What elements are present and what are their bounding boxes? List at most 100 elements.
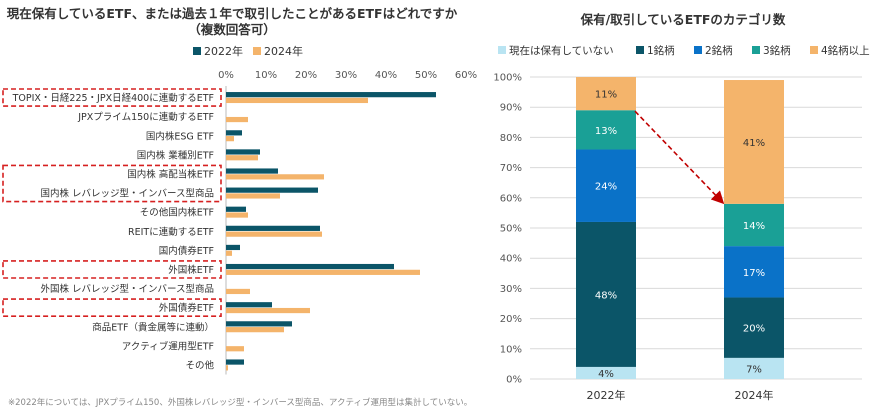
legend-swatch-4銘柄以上 [810,46,818,54]
bar-2022 [226,302,272,308]
x-tick-label: 40% [375,70,397,81]
category-label: アクティブ運用型ETF [122,340,214,352]
x-category-label: 2024年 [735,388,774,402]
bar-2024 [226,346,244,352]
highlight-box [2,260,222,279]
bar-2022 [226,321,292,327]
stacked-segment [724,246,784,298]
bar-2022 [226,359,244,365]
stacked-segment [724,357,784,379]
legend-swatch-1銘柄 [636,46,644,54]
bar-2024 [226,365,228,371]
left-chart-title: 現在保有しているETF、または過去１年で取引したことがあるETFはどれですか [7,6,458,21]
footnote: ※2022年については、JPXプライム150、外国株レバレッジ型・インバース型商… [8,398,473,408]
bar-2022 [226,168,278,174]
data-label: 11% [595,90,617,101]
bar-2022 [226,149,260,155]
bar-2024 [226,136,234,142]
data-label: 20% [743,324,765,335]
stacked-segment [576,77,636,111]
category-label: TOPIX・日経225・JPX日経400に連動するETF [12,92,214,104]
category-label: 国内株 レバレッジ型・インバース型商品 [40,188,214,200]
right-chart-title: 保有/取引しているETFのカテゴリ数 [580,12,786,27]
stacked-segment [576,149,636,222]
left-chart-subtitle: （複数回答可） [188,22,276,37]
bar-2022 [226,92,436,98]
x-tick-label: 60% [455,70,477,81]
legend-label-2022年: 2022年 [204,44,243,58]
bar-2022 [226,225,320,231]
category-label: 国内株 業種別ETF [137,149,214,161]
x-tick-label: 10% [255,70,277,81]
y-tick-label: 70% [500,163,522,174]
bar-2022 [226,187,318,193]
stacked-segment [724,297,784,358]
y-tick-label: 100% [493,73,522,84]
y-tick-label: 10% [500,344,522,355]
bar-2022 [226,206,246,212]
bar-2022 [226,263,394,270]
highlight-box [2,88,222,107]
bar-2024 [226,193,280,199]
bar-2024 [226,250,232,256]
bar-2024 [226,307,310,314]
y-tick-label: 60% [500,193,522,204]
bar-2024 [226,97,368,104]
category-label: 外国株ETF [168,264,214,276]
stacked-segment [576,110,636,150]
legend-swatch-2024年 [253,47,261,55]
category-label: 商品ETF（貴金属等に連動） [92,321,214,333]
legend-label-2024年: 2024年 [264,44,303,58]
stacked-segment [724,80,784,204]
y-tick-label: 20% [500,314,522,325]
highlight-box [2,164,222,203]
y-tick-label: 90% [500,103,522,114]
x-tick-label: 50% [415,70,437,81]
bar-2024 [226,231,322,237]
bar-2024 [226,288,250,295]
legend-label-1銘柄: 1銘柄 [647,44,675,57]
x-tick-label: 0% [218,70,234,81]
y-tick-label: 50% [500,224,522,235]
annotation-arrow [634,110,725,205]
data-label: 4% [598,369,614,380]
bar-2024 [226,155,258,161]
category-label: 国内株ESG ETF [146,130,214,142]
category-label: その他 [185,359,214,371]
highlight-box [2,298,222,318]
x-category-label: 2022年 [587,388,626,402]
stacked-segment [576,221,636,367]
y-tick-label: 0% [506,375,522,386]
legend-swatch-3銘柄 [752,46,760,54]
stacked-segment [576,366,636,379]
data-label: 41% [743,138,765,149]
y-tick-label: 80% [500,133,522,144]
data-label: 48% [595,290,617,301]
data-label: 24% [595,182,617,193]
category-label: 外国債券ETF [159,302,214,314]
bar-2022 [226,130,242,136]
x-tick-label: 30% [335,70,357,81]
data-label: 14% [743,221,765,232]
category-label: JPXプライム150に連動するETF [77,111,214,123]
category-label: その他国内株ETF [140,207,214,219]
bar-2024 [226,212,248,218]
data-label: 7% [746,364,762,375]
x-tick-label: 20% [295,70,317,81]
legend-label-2銘柄: 2銘柄 [705,44,733,57]
category-label: REITに連動するETF [128,226,214,238]
legend-label-3銘柄: 3銘柄 [763,44,791,57]
bar-2024 [226,269,420,275]
category-label: 国内株 高配当株ETF [127,168,214,180]
category-label: 国内債券ETF [159,245,214,257]
legend-swatch-2022年 [193,47,201,55]
bar-2024 [226,174,324,180]
legend-label-現在は保有していない: 現在は保有していない [509,44,614,57]
bar-2024 [226,327,284,333]
category-label: 外国株 レバレッジ型・インバース型商品 [40,283,214,295]
data-label: 13% [595,126,617,137]
bar-2024 [226,116,248,123]
bar-2022 [226,244,240,251]
stacked-segment [724,203,784,247]
